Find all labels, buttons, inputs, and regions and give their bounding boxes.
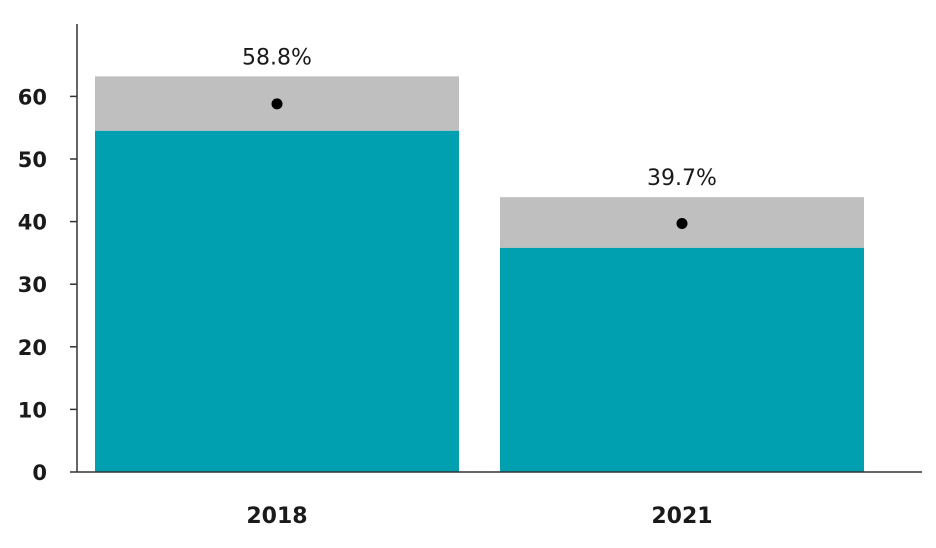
y-tick-label-10: 10: [18, 398, 47, 422]
y-tick-label-0: 0: [32, 461, 47, 485]
data-label-2018: 58.8%: [242, 45, 312, 70]
point-marker-2018: [271, 98, 283, 110]
y-tick-label-40: 40: [18, 211, 47, 235]
y-tick-label-50: 50: [18, 148, 47, 172]
data-label-2021: 39.7%: [647, 166, 717, 191]
bar-2021: [500, 247, 864, 472]
bar-2018: [95, 130, 459, 472]
y-tick-label-20: 20: [18, 336, 47, 360]
x-tick-label-2018: 2018: [246, 504, 307, 529]
point-marker-2021: [676, 217, 688, 229]
x-tick-label-2021: 2021: [651, 504, 712, 529]
y-tick-label-60: 60: [18, 85, 47, 109]
y-tick-label-30: 30: [18, 273, 47, 297]
